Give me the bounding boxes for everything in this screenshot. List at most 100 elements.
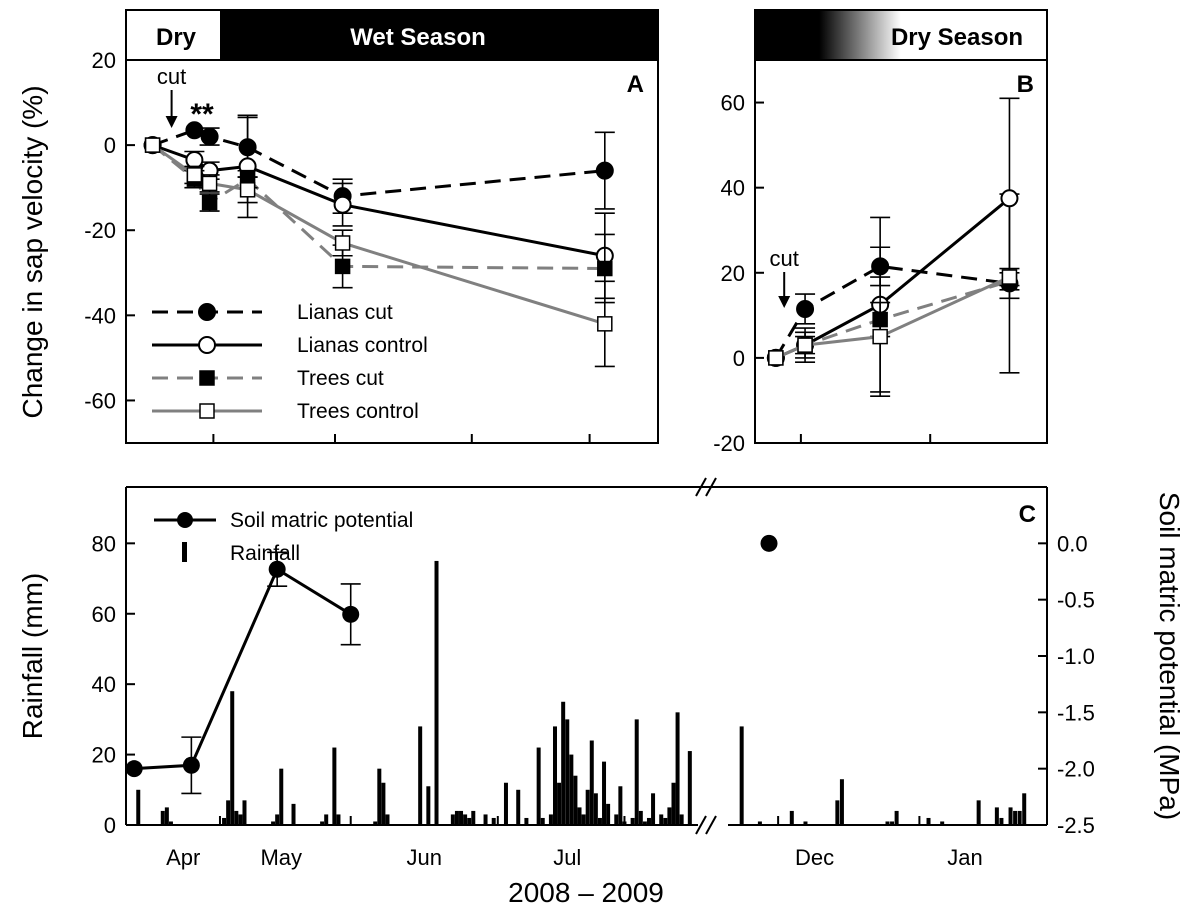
rainfall-bar: [320, 821, 325, 825]
soil-matric-potential-series: [125, 534, 778, 795]
panel-b-cut-arrow: [778, 272, 791, 308]
rainfall-bar: [291, 803, 296, 825]
rainfall-bar: [739, 726, 744, 825]
rainfall-bar: [803, 821, 808, 825]
rainfall-bar: [524, 817, 529, 825]
panel-b-point-lianas-cut: [796, 299, 815, 318]
panel-c-axes: 0 20 40 60 80 0.0 -0.5 -1.0 -1.5 -2.0 -2.5 Apr May Ju…: [92, 531, 1095, 870]
rainfall-bar: [622, 821, 627, 825]
panel-a-series: [143, 114, 615, 368]
panel-b: Dry Season B 60 40 20 0 -20 cut: [713, 9, 1048, 456]
panel-a-line-lianas-control: [152, 143, 606, 258]
legend-label-soil-matric-potential: Soil matric potential: [230, 509, 413, 532]
rainfall-y-tick-label: 0: [104, 813, 116, 838]
rainfall-y-tick-label: 80: [92, 531, 116, 556]
panel-a-axes: 20 0 -20 -40 -60: [84, 48, 591, 443]
rainfall-bar: [222, 817, 227, 825]
sap-velocity-axis-label: Change in sap velocity (%): [17, 85, 48, 418]
rainfall-bar: [553, 726, 557, 825]
rainfall-bar: [565, 719, 570, 825]
legend: Lianas cut Lianas control Trees cut Tree…: [152, 301, 428, 423]
rainfall-bar: [593, 793, 598, 825]
panel-c-frame: [125, 486, 1048, 826]
legend-marker-trees-control: [199, 403, 215, 419]
panel-b-cut-arrow-head: [778, 296, 791, 308]
rainfall-bar: [271, 821, 276, 825]
panel-b-y-tick-label: 20: [721, 261, 745, 286]
legend-marker-lianas-cut: [198, 303, 216, 321]
rainfall-bar: [279, 768, 284, 825]
rainfall-bar: [426, 786, 431, 825]
rainfall-bar: [238, 814, 243, 825]
rainfall-bar: [614, 814, 619, 825]
wet-band-label: Wet Season: [350, 24, 486, 51]
rainfall-bar: [463, 814, 468, 825]
x-axis-label: 2008 – 2009: [508, 877, 664, 908]
panel-a: Dry Wet Season A 20 0 -20 -40 -60 cut ** Lia…: [84, 9, 659, 444]
rainfall-axis-label: Rainfall (mm): [17, 573, 48, 739]
rainfall-bar: [230, 691, 235, 825]
rainfall-bar: [434, 560, 439, 825]
panel-b-axes: 60 40 20 0 -20: [713, 91, 932, 456]
rainfall-bar: [585, 789, 590, 825]
panel-b-line-trees-control: [775, 275, 1011, 360]
month-label: May: [260, 845, 302, 870]
panel-a-point-trees-cut: [597, 260, 613, 277]
legend-trees-control: Trees control: [152, 400, 419, 423]
panel-a-point-trees-control: [144, 137, 161, 153]
rainfall-bar: [491, 817, 496, 825]
rainfall-bar: [667, 807, 672, 825]
rainfall-bar: [618, 786, 623, 825]
rainfall-bar: [894, 810, 899, 825]
rainfall-bar: [540, 817, 545, 825]
rainfall-bar: [336, 814, 341, 825]
panel-b-y-tick-label: -20: [713, 431, 745, 456]
rainfall-bar: [651, 793, 656, 825]
panel-a-point-trees-cut: [201, 194, 218, 211]
panel-a-line-trees-control: [151, 143, 606, 326]
rainfall-bar: [471, 810, 476, 825]
soil-matric-potential-point: [342, 605, 360, 623]
dry-season-band-label: Dry Season: [891, 24, 1023, 51]
rainfall-bar: [226, 800, 231, 825]
soil-matric-potential-point: [125, 760, 143, 778]
axis-break-marks: [695, 477, 717, 835]
panel-b-point-trees-control: [797, 337, 813, 353]
panel-a-point-lianas-cut: [185, 121, 204, 140]
panel-c: C 0 20 40 60 80 0.0 -0.5 -1.0 -1.5 -2.0 -2.5 Apr May…: [17, 477, 1182, 908]
axis-break-top-left: [695, 477, 707, 497]
rainfall-bar: [839, 779, 844, 825]
soil-matric-potential-point: [182, 756, 200, 774]
rainfall-bar: [548, 814, 553, 825]
panel-a-point-trees-control: [186, 167, 203, 183]
rainfall-bar: [976, 800, 981, 825]
panel-c-letter: C: [1019, 501, 1036, 528]
legend-label-lianas-control: Lianas control: [297, 334, 428, 357]
rainfall-bar: [687, 751, 692, 825]
rainfall-bar: [1017, 810, 1022, 825]
soil-potential-y-tick-label: -2.0: [1057, 757, 1095, 782]
panel-b-point-trees-control: [768, 350, 784, 366]
legend-label-trees-cut: Trees cut: [297, 367, 384, 390]
legend-trees-cut: Trees cut: [152, 367, 384, 390]
dry-band: [125, 9, 222, 61]
rainfall-bar: [569, 754, 574, 825]
month-label: Dec: [795, 845, 834, 870]
panel-a-y-tick-label: 0: [104, 133, 116, 158]
rainfall-bar: [573, 775, 578, 825]
rainfall-bar: [503, 782, 508, 825]
panel-a-cut-arrow-head: [165, 116, 178, 128]
month-label: Jun: [407, 845, 442, 870]
legend-marker-trees-cut: [199, 370, 215, 386]
rainfall-bar: [483, 814, 488, 825]
rainfall-y-tick-label: 60: [92, 602, 116, 627]
panel-b-y-tick-label: 0: [733, 346, 745, 371]
rainfall-bar: [516, 789, 521, 825]
legend-marker-soil-matric-potential: [177, 512, 193, 528]
rainfall-bar: [675, 712, 680, 825]
panel-b-y-tick-label: 40: [721, 176, 745, 201]
rainfall-bar: [1008, 807, 1013, 825]
rainfall-bar: [160, 810, 165, 825]
rainfall-bar: [577, 807, 582, 825]
legend-lianas-cut: Lianas cut: [152, 301, 393, 324]
